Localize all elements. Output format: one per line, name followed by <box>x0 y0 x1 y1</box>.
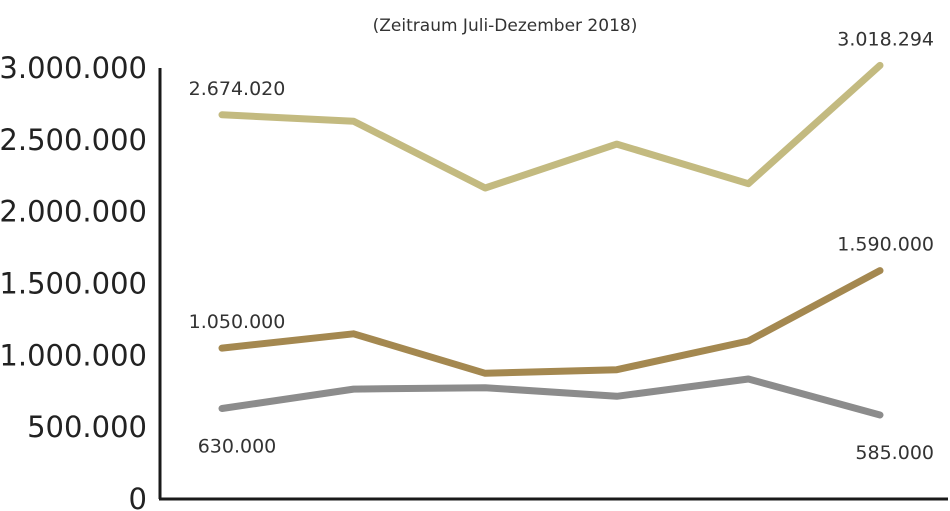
series-line-1 <box>218 267 884 377</box>
y-tick-label: 500.000 <box>27 410 147 444</box>
data-label: 585.000 <box>855 442 934 464</box>
chart-subtitle: (Zeitraum Juli-Dezember 2018) <box>373 16 638 36</box>
y-tick-label: 1.000.000 <box>0 338 147 372</box>
series-line-0 <box>218 61 884 192</box>
data-label: 630.000 <box>198 435 277 457</box>
y-tick-label: 3.000.000 <box>0 51 147 85</box>
y-tick-label: 2.000.000 <box>0 195 147 229</box>
data-label: 1.050.000 <box>189 311 286 333</box>
series-lines <box>218 61 884 419</box>
data-label: 3.018.294 <box>837 28 934 50</box>
data-label: 1.590.000 <box>837 234 934 256</box>
y-tick-label: 1.500.000 <box>0 267 147 301</box>
y-tick-label: 2.500.000 <box>0 123 147 157</box>
data-labels: 2.674.020 3.018.294 1.050.000 1.590.000 630.… <box>189 28 934 464</box>
y-axis-tick-labels: 0 500.000 1.000.000 1.500.000 2.000.000 2.500… <box>0 51 147 511</box>
series-line-2 <box>218 375 884 419</box>
data-label: 2.674.020 <box>189 78 286 100</box>
y-tick-label: 0 <box>129 482 147 511</box>
